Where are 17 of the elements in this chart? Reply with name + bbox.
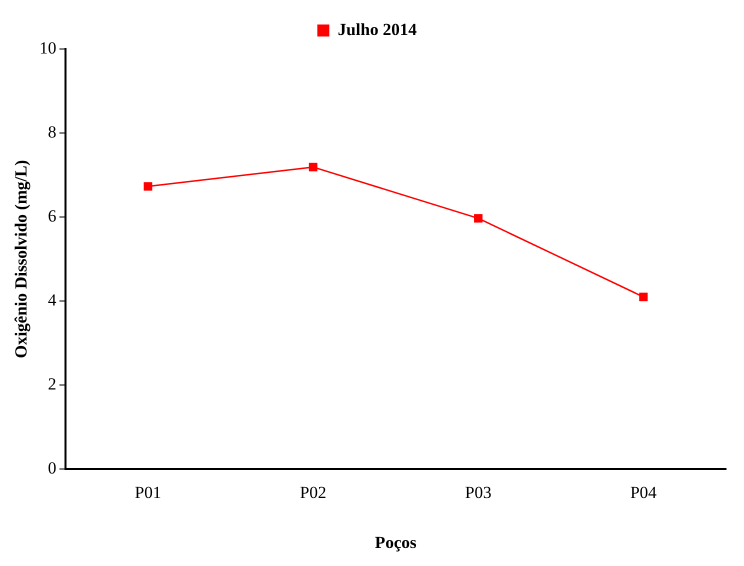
point bbox=[308, 162, 318, 172]
y-tick-label: 4 bbox=[48, 290, 57, 310]
x-tick-label: P02 bbox=[300, 482, 326, 502]
y-tick-label: 0 bbox=[48, 458, 56, 478]
y-tick-label: 10 bbox=[39, 38, 56, 58]
y-tick-label: 6 bbox=[48, 206, 56, 226]
point bbox=[474, 214, 483, 223]
x-axis-title: Poços bbox=[374, 533, 417, 552]
y-axis-title: Oxigênio Dissolvido (mg/L) bbox=[12, 160, 31, 358]
point bbox=[639, 292, 648, 302]
legend-label: Julho 2014 bbox=[338, 20, 418, 39]
y-tick-label: 2 bbox=[48, 374, 56, 394]
x-tick-label: P04 bbox=[630, 482, 658, 502]
x-tick-label: P03 bbox=[465, 482, 492, 502]
y-tick-label: 8 bbox=[48, 122, 56, 142]
x-tick-label: P01 bbox=[134, 482, 162, 502]
point bbox=[144, 182, 152, 191]
